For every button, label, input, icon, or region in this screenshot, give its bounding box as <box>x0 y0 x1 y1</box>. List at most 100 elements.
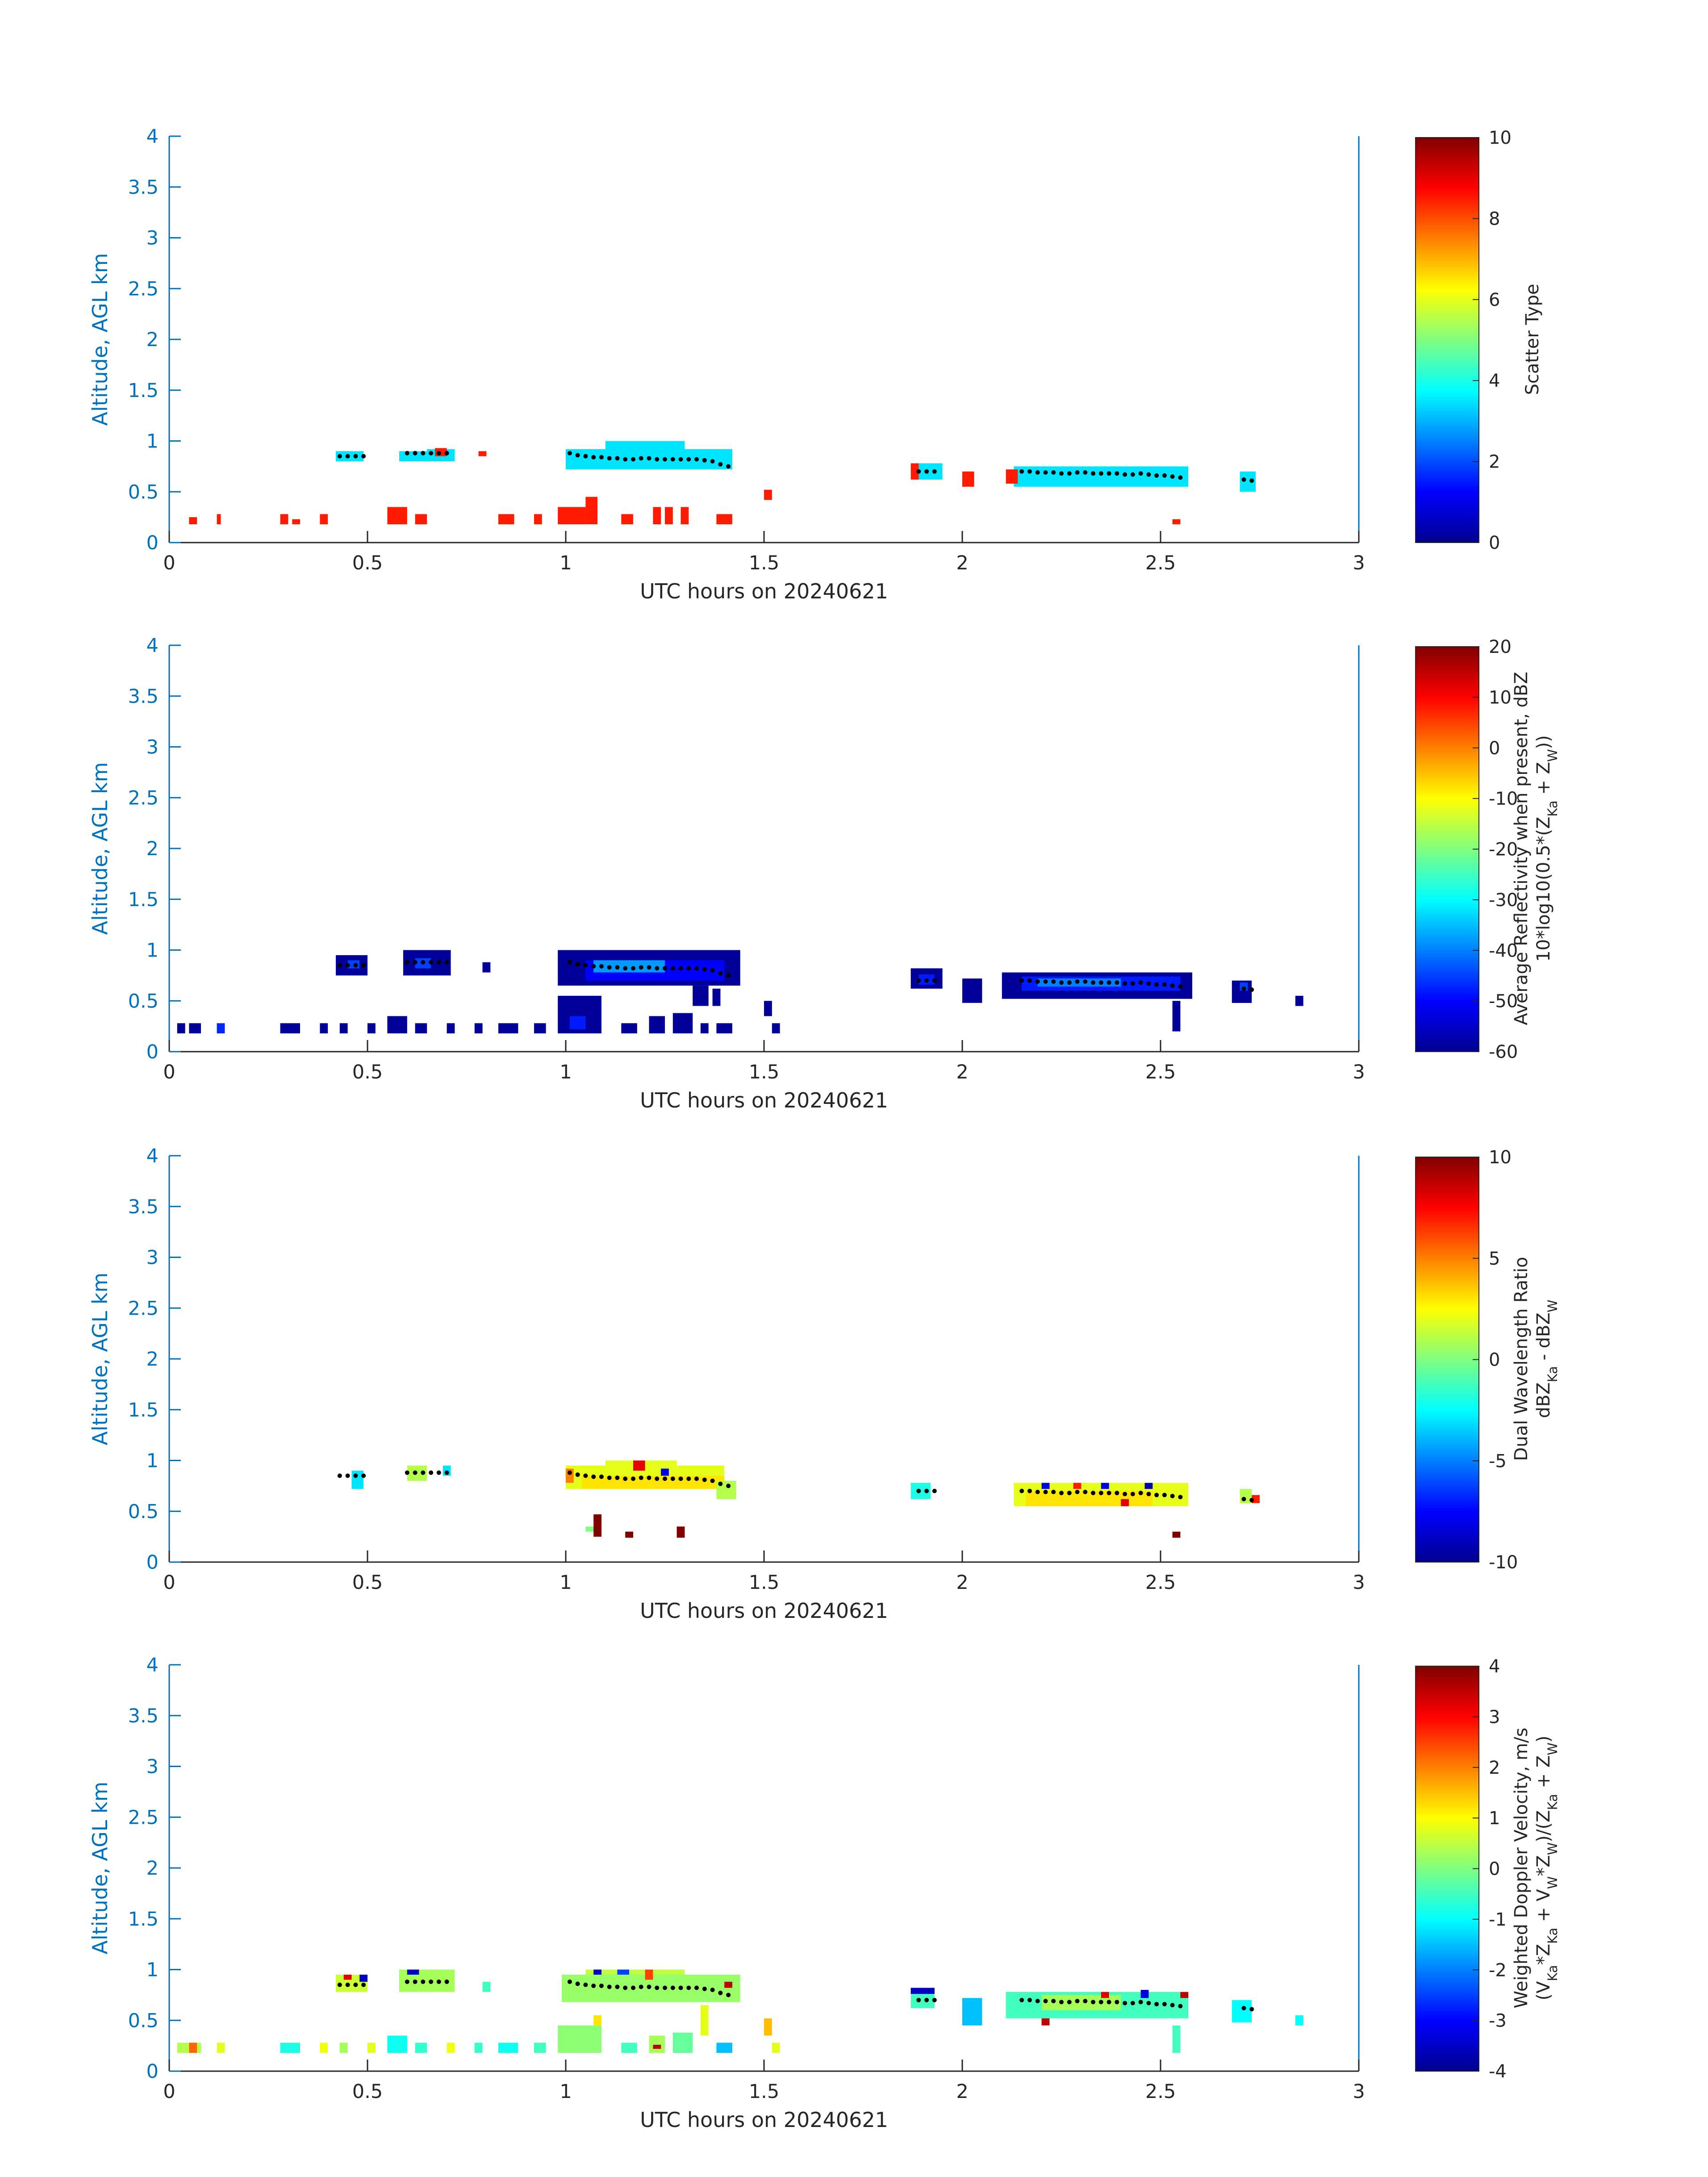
data-cell <box>653 507 661 525</box>
centroid-dot <box>1249 2007 1254 2012</box>
panels: 0 0.5 1 1.5 2 2.5 3 0 0.5 1 1.5 2 2.5 3 3.5 4 UTC hours … <box>88 125 1560 2132</box>
data-cell <box>498 1023 518 1034</box>
centroid-dot <box>647 965 651 970</box>
centroid-dot <box>345 1473 350 1478</box>
centroid-dot <box>1059 2000 1064 2005</box>
data-cell <box>1014 466 1189 487</box>
y-tick-label: 4 <box>146 1654 159 1676</box>
y-tick-label: 3.5 <box>128 176 159 199</box>
centroid-dot <box>1043 979 1048 984</box>
y-tick-label: 0.5 <box>128 481 159 503</box>
data-cell <box>593 960 665 973</box>
colorbar-tick-label: 5 <box>1489 1249 1500 1269</box>
x-tick-label: 3 <box>1353 552 1365 574</box>
centroid-dot <box>1154 982 1159 987</box>
centroid-dot <box>631 1476 635 1481</box>
centroid-dot <box>607 1475 612 1480</box>
data-cell <box>415 1023 427 1034</box>
data-cell <box>359 1974 367 1982</box>
data-cell <box>681 507 689 525</box>
centroid-dot <box>353 454 358 459</box>
centroid-dot <box>670 1985 675 1990</box>
centroid-dot <box>1154 2002 1159 2006</box>
centroid-dot <box>1075 470 1080 475</box>
centroid-dot <box>361 1473 366 1478</box>
centroid-dot <box>631 457 635 462</box>
data-cell <box>677 1526 685 1538</box>
centroid-dot <box>1123 2001 1128 2006</box>
data-cell <box>1172 1001 1181 1032</box>
colorbar-tick-label: 0 <box>1489 1350 1500 1371</box>
centroid-dot <box>444 1979 449 1984</box>
centroid-dot <box>1019 978 1024 983</box>
centroid-dot <box>686 457 691 462</box>
centroid-dot <box>1146 1492 1151 1496</box>
centroid-dot <box>1241 477 1246 482</box>
x-axis-label: UTC hours on 20240621 <box>640 1088 888 1112</box>
centroid-dot <box>583 963 588 968</box>
data-cell <box>367 2043 376 2053</box>
centroid-dot <box>413 451 418 455</box>
centroid-dot <box>1178 475 1183 480</box>
centroid-dot <box>421 960 426 965</box>
centroid-dot <box>436 960 441 965</box>
data-cell <box>482 962 491 973</box>
x-axis-label: UTC hours on 20240621 <box>640 1599 888 1623</box>
centroid-dot <box>413 1979 418 1984</box>
y-tick-label: 0 <box>146 1551 159 1574</box>
y-axis-label: Altitude, AGL km <box>88 1272 112 1445</box>
centroid-dot <box>726 973 731 978</box>
data-cell <box>1144 1483 1153 1489</box>
x-tick-label: 2 <box>956 1571 968 1594</box>
centroid-dot <box>607 965 612 970</box>
x-tick-label: 3 <box>1353 1571 1365 1594</box>
y-tick-label: 0 <box>146 2060 159 2083</box>
centroid-dot <box>1178 2004 1183 2009</box>
data-cell <box>1101 1483 1109 1489</box>
data-cell <box>772 2043 780 2053</box>
centroid-dot <box>924 469 929 474</box>
data-cell <box>280 514 288 525</box>
data-cell <box>672 1013 693 1034</box>
colorbar-tick-label: 6 <box>1489 290 1500 310</box>
data-cell <box>716 514 732 525</box>
x-tick-label: 3 <box>1353 1061 1365 1083</box>
y-tick-label: 1 <box>146 430 159 453</box>
centroid-dot <box>1091 980 1095 985</box>
y-tick-label: 3.5 <box>128 685 159 708</box>
data-cell <box>1172 1531 1181 1538</box>
colorbar-tick-label: 0 <box>1489 533 1500 553</box>
data-cell <box>351 1471 364 1489</box>
data-cell <box>593 2015 601 2026</box>
colorbar-label: 10*log10(0.5*(ZKa + ZW)) <box>1533 735 1560 962</box>
centroid-dot <box>615 1475 620 1480</box>
y-tick-label: 1 <box>146 940 159 962</box>
x-tick-label: 2.5 <box>1145 1061 1176 1083</box>
centroid-dot <box>353 1982 358 1987</box>
y-tick-label: 1.5 <box>128 1399 159 1421</box>
centroid-dot <box>405 451 409 455</box>
data-cell <box>498 514 514 525</box>
data-cell <box>593 1514 601 1537</box>
data-cell <box>474 2043 483 2053</box>
data-cell <box>661 1468 669 1476</box>
x-tick-label: 2.5 <box>1145 552 1176 574</box>
centroid-dot <box>686 966 691 971</box>
data-cell <box>339 2043 348 2053</box>
colorbar-tick-label: 10 <box>1489 1147 1512 1168</box>
centroid-dot <box>1130 472 1135 477</box>
data-cell <box>534 514 542 525</box>
data-cell <box>1172 2025 1181 2053</box>
centroid-dot <box>1059 1491 1064 1496</box>
data-cell <box>1101 1992 1109 1998</box>
data-cell <box>665 507 673 525</box>
y-axis-label: Altitude, AGL km <box>88 253 112 426</box>
centroid-dot <box>1130 2001 1135 2006</box>
centroid-dot <box>1035 979 1040 984</box>
colorbar-tick-label: 10 <box>1489 128 1512 148</box>
colorbar-tick-label: 3 <box>1489 1707 1500 1727</box>
centroid-dot <box>1130 1492 1135 1496</box>
centroid-dot <box>599 964 604 969</box>
colorbar-tick-label: -60 <box>1489 1042 1518 1062</box>
